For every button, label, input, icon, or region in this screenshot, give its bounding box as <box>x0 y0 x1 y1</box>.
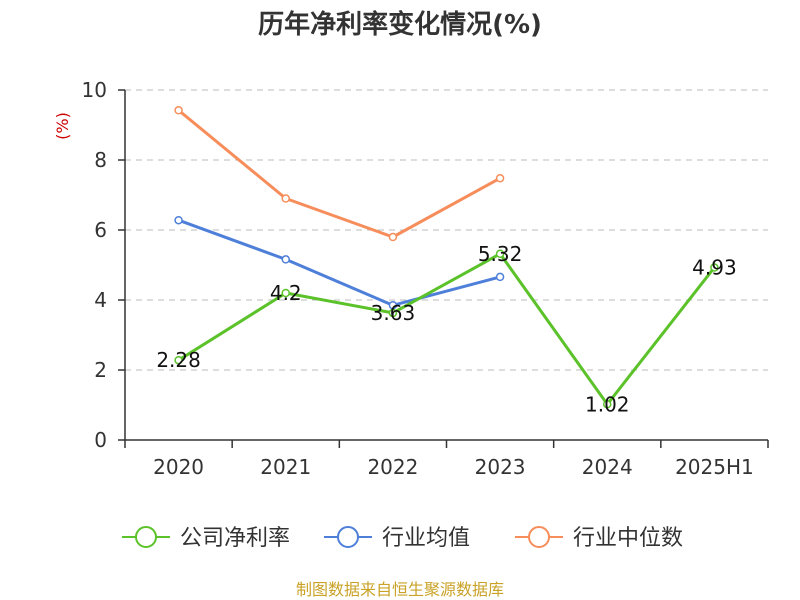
data-point <box>281 255 290 264</box>
y-tick-label: 10 <box>82 78 107 102</box>
legend-marker <box>135 526 157 548</box>
y-tick-label: 8 <box>94 148 107 172</box>
data-label: 1.02 <box>585 392 630 416</box>
x-tick-label: 2023 <box>475 455 526 479</box>
data-label: 4.2 <box>270 281 302 305</box>
axes <box>118 89 769 448</box>
y-tick-label: 6 <box>94 218 107 242</box>
data-label: 2.28 <box>156 348 201 372</box>
legend-label: 公司净利率 <box>180 526 290 551</box>
data-point <box>495 173 505 183</box>
data-point <box>388 232 398 242</box>
y-tick-label: 0 <box>94 428 107 452</box>
x-tick-label: 2025H1 <box>675 455 754 479</box>
series-line <box>177 252 716 406</box>
legend-marker <box>337 526 359 548</box>
legend-label: 行业中位数 <box>573 526 683 551</box>
data-point <box>603 400 612 409</box>
data-point <box>495 272 505 282</box>
y-tick-label: 2 <box>94 358 107 382</box>
data-point <box>174 355 183 365</box>
tick-labels: 0 2 4 6 8 10 2020 2021 2022 2023 2024 2025H1 <box>82 78 754 479</box>
chart-title: 历年净利率变化情况(%) <box>258 9 542 40</box>
x-tick-label: 2021 <box>260 455 311 479</box>
y-tick-label: 4 <box>94 288 107 312</box>
source-note: 制图数据来自恒生聚源数据库 <box>296 580 504 599</box>
x-tick-label: 2024 <box>582 455 633 479</box>
data-point <box>281 288 290 298</box>
data-label: 5.32 <box>478 242 523 266</box>
x-tick-label: 2020 <box>153 455 204 479</box>
gridlines <box>125 89 768 371</box>
legend: 公司净利率 行业均值 行业中位数 <box>122 526 683 551</box>
data-point <box>174 215 183 225</box>
legend-marker <box>528 526 550 548</box>
series-points <box>174 106 719 409</box>
data-point <box>388 308 398 318</box>
data-label: 3.63 <box>371 301 416 325</box>
data-labels: 2.28 4.2 3.63 5.32 1.02 4.93 <box>156 242 736 417</box>
legend-label: 行业均值 <box>382 526 470 551</box>
series-line <box>178 218 501 307</box>
series-lines <box>177 109 716 406</box>
data-point <box>281 194 290 203</box>
y-axis-unit: (%) <box>53 112 72 140</box>
data-point <box>174 106 183 115</box>
series-line <box>177 109 501 239</box>
x-tick-label: 2022 <box>367 455 418 479</box>
data-point <box>495 249 505 259</box>
data-label: 4.93 <box>692 255 737 279</box>
data-point <box>710 263 719 272</box>
